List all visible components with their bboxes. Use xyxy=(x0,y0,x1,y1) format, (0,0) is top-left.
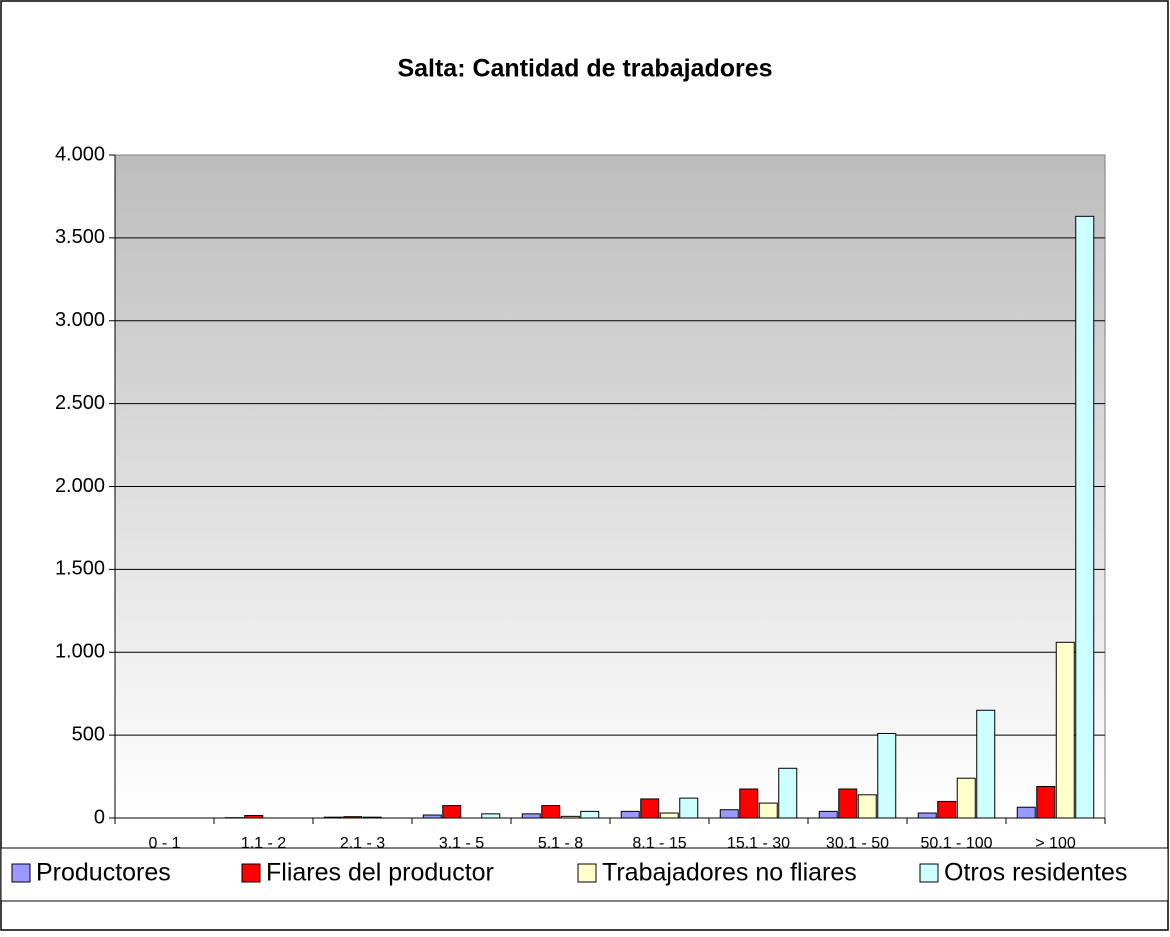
bar xyxy=(581,811,599,818)
bar xyxy=(740,789,758,818)
bar xyxy=(423,815,441,818)
bar xyxy=(1037,787,1055,818)
y-tick-label: 2.000 xyxy=(55,475,105,497)
x-tick-label: 30.1 - 50 xyxy=(826,835,889,852)
chart-title: Salta: Cantidad de trabajadores xyxy=(397,55,772,83)
bar xyxy=(878,733,896,818)
bar xyxy=(1056,642,1074,818)
legend-label: Productores xyxy=(36,859,171,887)
bar xyxy=(779,768,797,818)
bar xyxy=(522,814,540,818)
bar xyxy=(443,806,461,818)
bar xyxy=(858,795,876,818)
legend-label: Fliares del productor xyxy=(266,859,494,887)
legend-swatch xyxy=(12,864,30,882)
bar xyxy=(938,801,956,818)
bar xyxy=(819,811,837,818)
x-tick-label: 50.1 - 100 xyxy=(920,835,992,852)
y-tick-label: 500 xyxy=(72,723,105,745)
legend-swatch xyxy=(920,864,938,882)
bar xyxy=(720,810,738,818)
bar xyxy=(660,813,678,818)
bar xyxy=(542,806,560,818)
x-tick-label: 5.1 - 8 xyxy=(538,835,583,852)
x-tick-label: 1.1 - 2 xyxy=(241,835,286,852)
bar xyxy=(977,710,995,818)
bar xyxy=(918,813,936,818)
bar xyxy=(245,816,263,818)
bar xyxy=(759,803,777,818)
y-tick-label: 1.000 xyxy=(55,641,105,663)
y-tick-label: 2.500 xyxy=(55,392,105,414)
bar xyxy=(680,798,698,818)
y-tick-label: 0 xyxy=(94,806,105,828)
legend-label: Otros residentes xyxy=(944,859,1127,887)
bar xyxy=(363,817,381,818)
bar xyxy=(561,816,579,818)
x-tick-label: 3.1 - 5 xyxy=(439,835,484,852)
legend-swatch xyxy=(578,864,596,882)
x-tick-label: 15.1 - 30 xyxy=(727,835,790,852)
bar xyxy=(641,799,659,818)
legend-label: Trabajadores no fliares xyxy=(602,859,857,887)
x-tick-label: > 100 xyxy=(1035,835,1076,852)
x-tick-label: 0 - 1 xyxy=(148,835,180,852)
bar xyxy=(957,778,975,818)
bar xyxy=(621,811,639,818)
bar xyxy=(482,814,500,818)
y-tick-label: 3.000 xyxy=(55,309,105,331)
y-tick-label: 1.500 xyxy=(55,558,105,580)
y-tick-label: 3.500 xyxy=(55,226,105,248)
bar xyxy=(839,789,857,818)
bar xyxy=(324,817,342,818)
y-tick-label: 4.000 xyxy=(55,143,105,165)
x-tick-label: 8.1 - 15 xyxy=(632,835,686,852)
bar xyxy=(1017,807,1035,818)
bar xyxy=(1076,216,1094,818)
x-tick-label: 2.1 - 3 xyxy=(340,835,385,852)
bar xyxy=(344,817,362,818)
legend-swatch xyxy=(242,864,260,882)
